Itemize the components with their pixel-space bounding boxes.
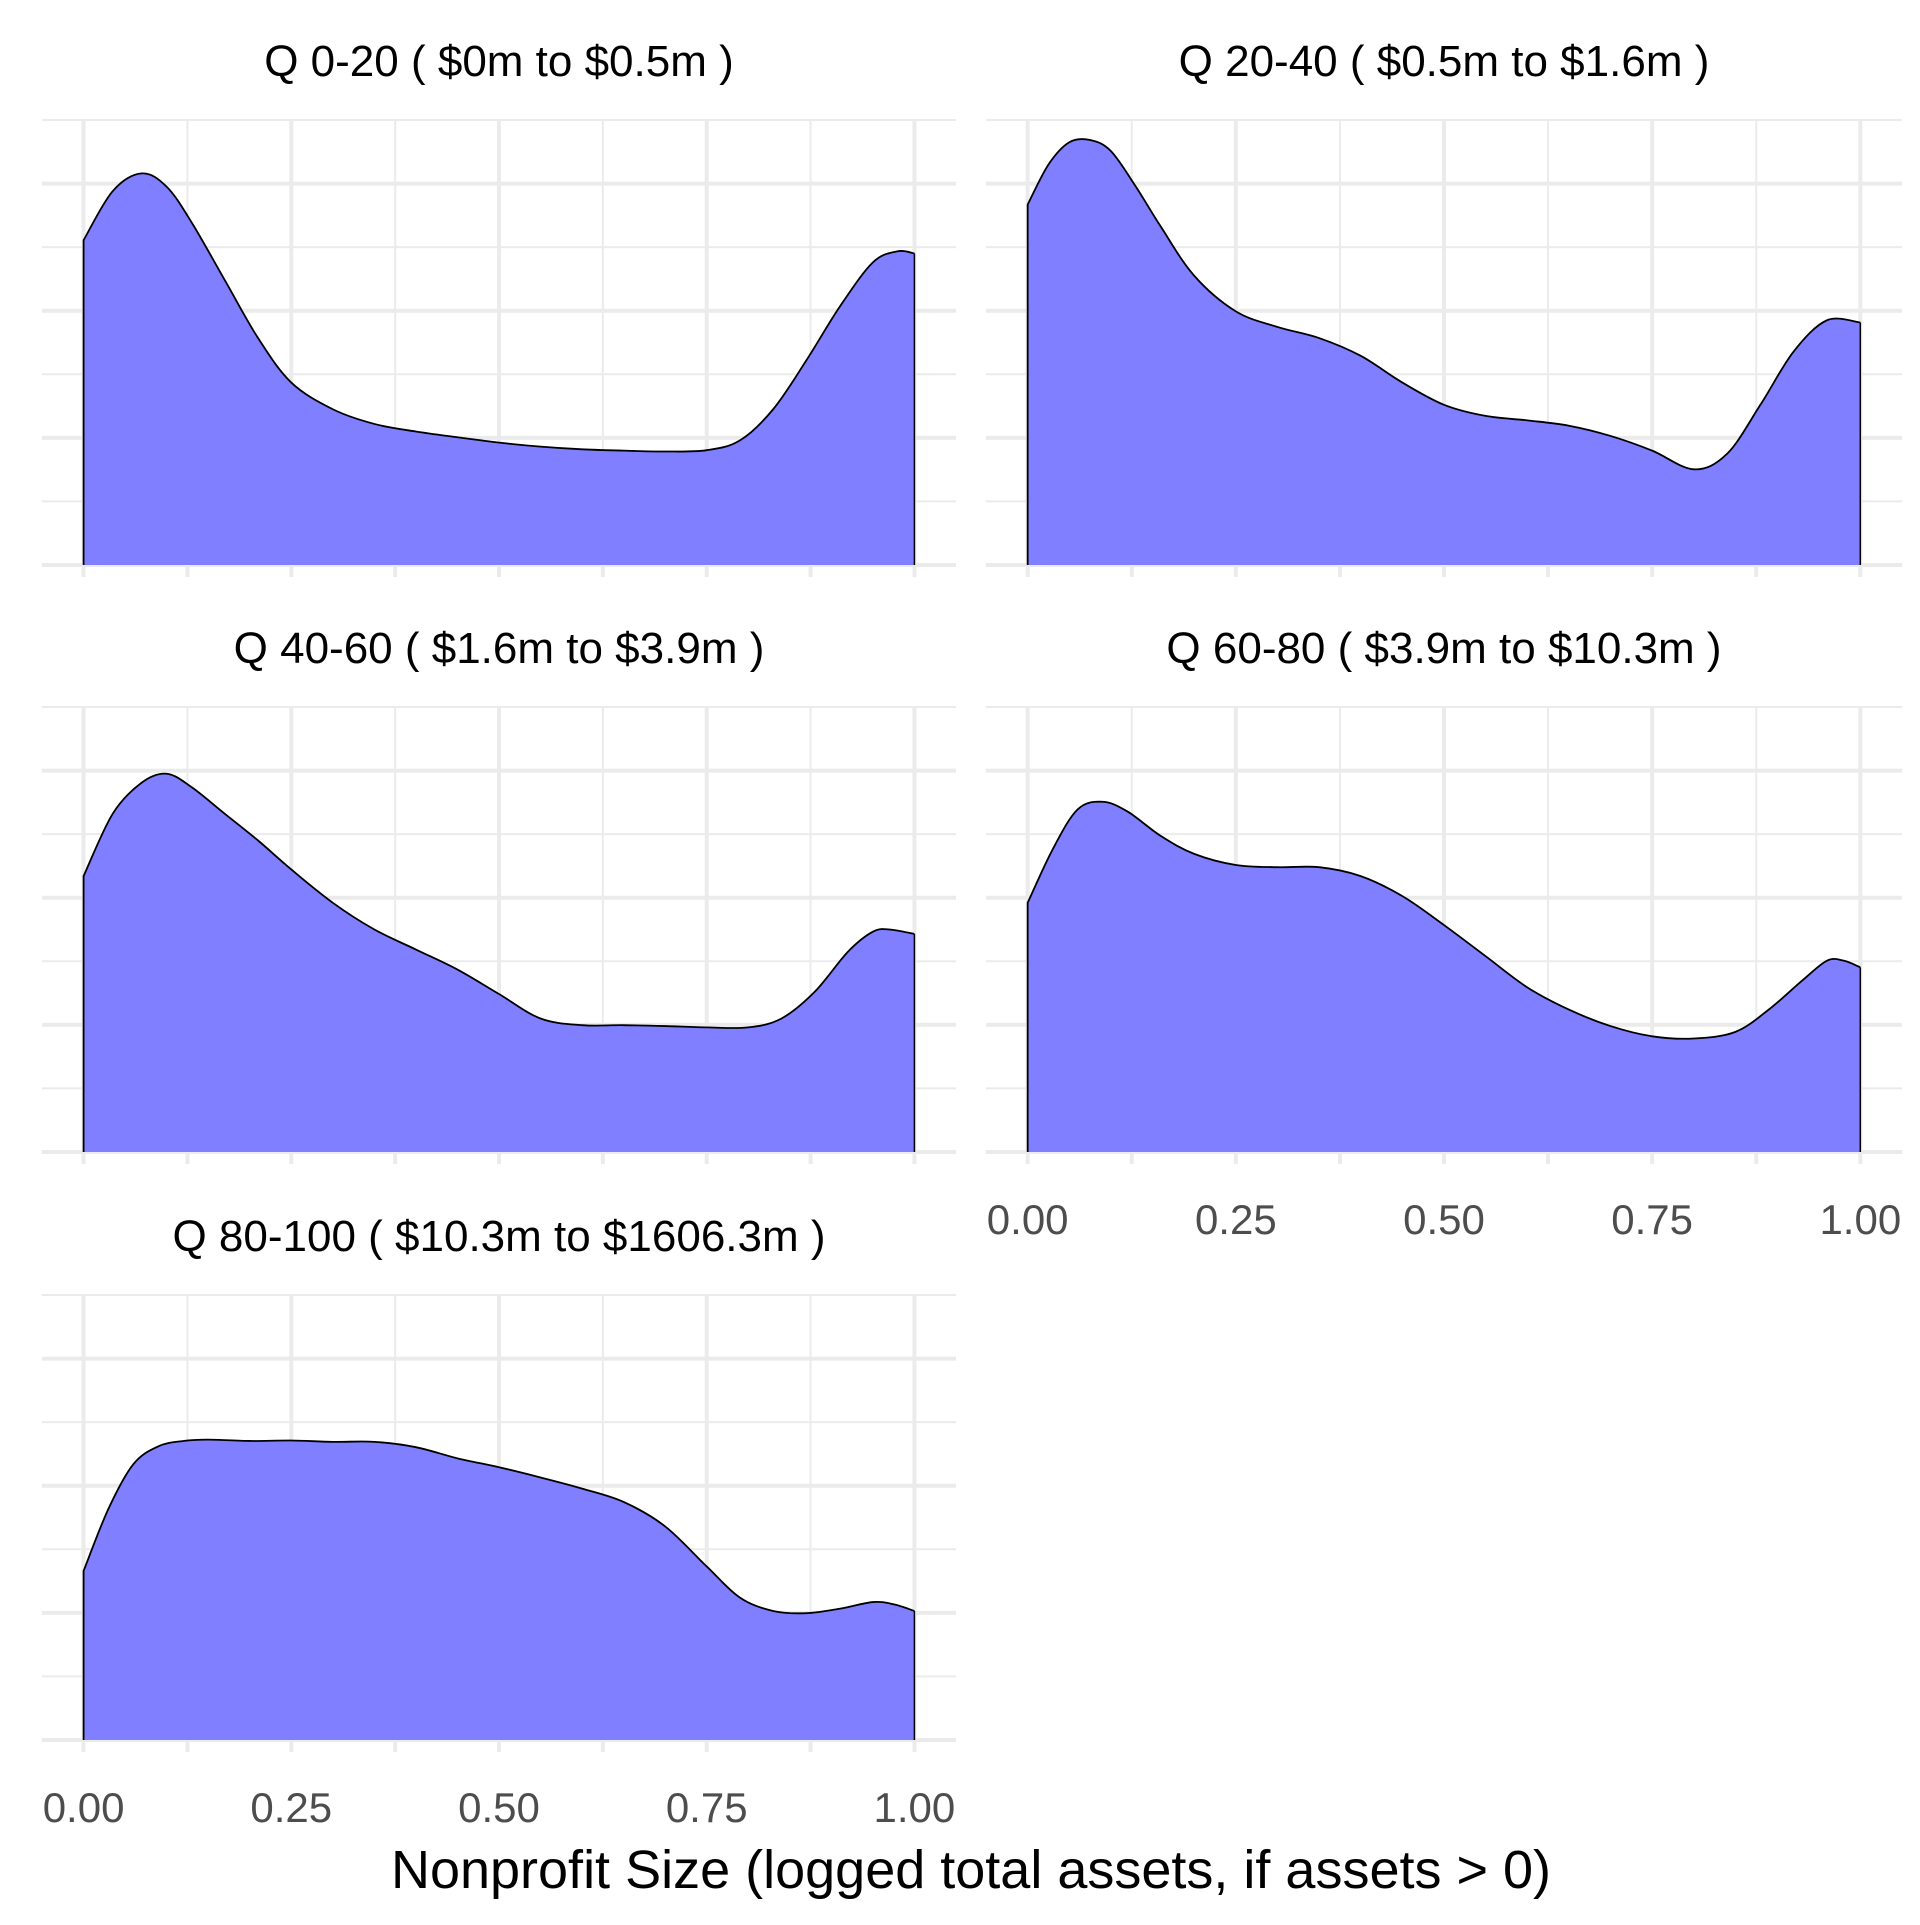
density-area-fill	[83, 773, 915, 1152]
panel-title: Q 20-40 ( $0.5m to $1.6m )	[1179, 37, 1710, 86]
density-area-fill	[1027, 138, 1861, 565]
panel-5: Q 80-100 ( $10.3m to $1606.3m ) 0.00 0.25 0…	[42, 1212, 956, 1831]
density-curve	[1026, 800, 1861, 1152]
x-tick-label: 0.75	[666, 1784, 748, 1831]
x-tick-label: 1.00	[1819, 1196, 1901, 1243]
x-tick-label: 0.00	[43, 1784, 125, 1831]
density-curve	[82, 172, 915, 565]
panel-title: Q 0-20 ( $0m to $0.5m )	[264, 37, 734, 86]
panel-title: Q 80-100 ( $10.3m to $1606.3m )	[172, 1212, 825, 1261]
panel-2: Q 20-40 ( $0.5m to $1.6m )	[986, 37, 1902, 577]
panel-title: Q 60-80 ( $3.9m to $10.3m )	[1166, 624, 1721, 673]
density-curve	[82, 772, 915, 1152]
density-area-fill	[83, 173, 915, 565]
x-tick-label: 0.50	[1403, 1196, 1485, 1243]
panel-1: Q 0-20 ( $0m to $0.5m )	[42, 37, 956, 577]
x-tick-label: 0.75	[1611, 1196, 1693, 1243]
panel-4: Q 60-80 ( $3.9m to $10.3m ) 0.00 0.25 0.50 0…	[986, 624, 1902, 1243]
x-tick-label: 0.25	[1195, 1196, 1277, 1243]
x-axis-title: Nonprofit Size (logged total assets, if …	[391, 1840, 1551, 1900]
density-curve	[1026, 138, 1861, 565]
x-tick-label: 1.00	[874, 1784, 956, 1831]
x-tick-label: 0.25	[250, 1784, 332, 1831]
x-tick-label: 0.00	[987, 1196, 1069, 1243]
panel-3: Q 40-60 ( $1.6m to $3.9m )	[42, 624, 956, 1164]
density-area-fill	[83, 1439, 915, 1740]
density-curve	[82, 1438, 915, 1740]
density-area-fill	[1027, 801, 1861, 1152]
x-tick-label: 0.50	[458, 1784, 540, 1831]
panel-title: Q 40-60 ( $1.6m to $3.9m )	[234, 624, 765, 673]
